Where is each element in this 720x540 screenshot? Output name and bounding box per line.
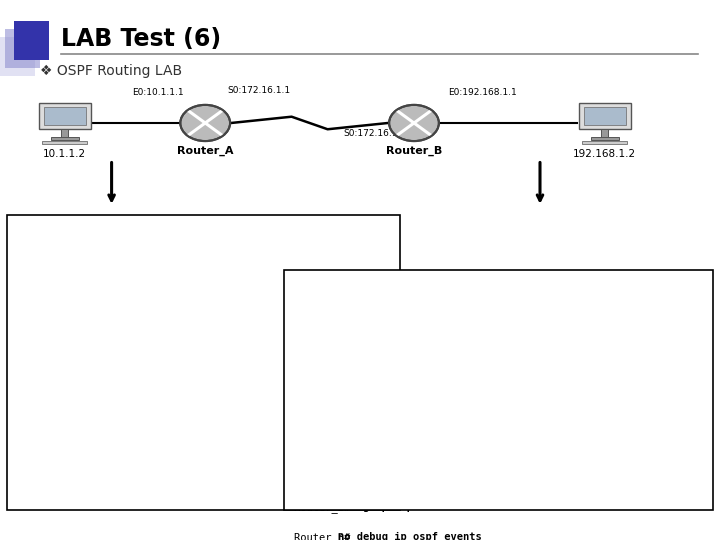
- Bar: [584, 107, 626, 125]
- Text: Router_B#: Router_B#: [294, 289, 356, 300]
- Bar: [601, 129, 608, 137]
- Text: Router_A(config)#: Router_A(config)#: [17, 295, 129, 306]
- Bar: [5, 29, 40, 68]
- Text: Router_B#: Router_B#: [294, 532, 356, 540]
- Text: show ip route ospf: show ip route ospf: [338, 411, 451, 421]
- Text: Router_A(config)#: Router_A(config)#: [17, 325, 129, 336]
- Bar: [579, 103, 631, 129]
- Text: S0:172.16.1.2: S0:172.16.1.2: [343, 129, 406, 138]
- Text: config terminal: config terminal: [338, 289, 432, 300]
- FancyBboxPatch shape: [7, 214, 400, 510]
- Text: Router_A#: Router_A#: [17, 447, 79, 457]
- Text: ❖ OSPF Routing LAB: ❖ OSPF Routing LAB: [40, 64, 181, 78]
- Text: Router_A(config)#: Router_A(config)#: [17, 265, 129, 275]
- Bar: [0, 37, 35, 76]
- Text: Router_A#: Router_A#: [17, 386, 79, 397]
- Text: debug ip ospf events: debug ip ospf events: [60, 447, 186, 457]
- FancyBboxPatch shape: [284, 269, 713, 510]
- Text: network 172.16.1.0 0.0.0.255 area 0: network 172.16.1.0 0.0.0.255 area 0: [96, 326, 315, 336]
- Text: debug ip ospf events: debug ip ospf events: [338, 502, 463, 512]
- Bar: [42, 141, 87, 144]
- Text: Router_B: Router_B: [386, 146, 442, 156]
- Text: no debug ip ospf ever: no debug ip ospf ever: [60, 477, 192, 488]
- Text: Router_B#: Router_B#: [294, 502, 356, 512]
- Text: show ip protocols: show ip protocols: [338, 441, 444, 451]
- Bar: [582, 141, 627, 144]
- Text: E0:10.1.1.1: E0:10.1.1.1: [132, 87, 184, 97]
- Text: Router_B(config)#: Router_B(config)#: [294, 320, 406, 330]
- Text: router ospf 100: router ospf 100: [96, 265, 190, 275]
- Text: E0:192.168.1.1: E0:192.168.1.1: [448, 87, 517, 97]
- Text: Router_B(config)#: Router_B(config)#: [294, 380, 406, 391]
- Text: network 172.16.1.0 0.0.0.255 area 0: network 172.16.1.0 0.0.0.255 area 0: [374, 381, 593, 390]
- Text: 192.168.1.2: 192.168.1.2: [573, 150, 636, 159]
- Bar: [61, 129, 68, 137]
- Text: ping 10.1.1.1: ping 10.1.1.1: [338, 472, 419, 482]
- Text: Router_B#: Router_B#: [294, 410, 356, 422]
- Text: Router_B(config)#: Router_B(config)#: [294, 350, 406, 361]
- Text: no debug ip ospf events: no debug ip ospf events: [338, 532, 482, 540]
- Text: 124: 124: [685, 496, 709, 509]
- Text: Router_B#: Router_B#: [294, 441, 356, 452]
- Bar: [39, 103, 91, 129]
- Text: Router_A#: Router_A#: [17, 477, 79, 488]
- Text: network 10.1.1.0 0.0.0.255 area 0: network 10.1.1.0 0.0.0.255 area 0: [96, 295, 302, 306]
- Text: Router_A#: Router_A#: [17, 416, 79, 427]
- Circle shape: [389, 105, 439, 141]
- Text: Router_B#: Router_B#: [294, 471, 356, 482]
- Text: router ospf 100: router ospf 100: [374, 320, 467, 330]
- Bar: [51, 137, 78, 140]
- Text: show ip route ospf: show ip route ospf: [60, 356, 174, 366]
- Text: 10.1.1.2: 10.1.1.2: [43, 150, 86, 159]
- Bar: [44, 107, 86, 125]
- Text: ping 192.168.1.1: ping 192.168.1.1: [60, 417, 161, 427]
- Text: Router-A#: Router-A#: [17, 235, 79, 245]
- Text: config terminal: config terminal: [60, 235, 155, 245]
- Text: show ip protocols: show ip protocols: [60, 387, 167, 396]
- Text: S0:172.16.1.1: S0:172.16.1.1: [228, 86, 291, 96]
- Text: Router_A#: Router_A#: [17, 356, 79, 367]
- Text: Router_A: Router_A: [177, 146, 233, 156]
- Circle shape: [180, 105, 230, 141]
- Bar: [14, 21, 49, 60]
- Bar: [591, 137, 618, 140]
- Text: network 192.168.1.0 0.0.0.255 area 0: network 192.168.1.0 0.0.0.255 area 0: [374, 350, 598, 360]
- Text: LAB Test (6): LAB Test (6): [61, 27, 221, 51]
